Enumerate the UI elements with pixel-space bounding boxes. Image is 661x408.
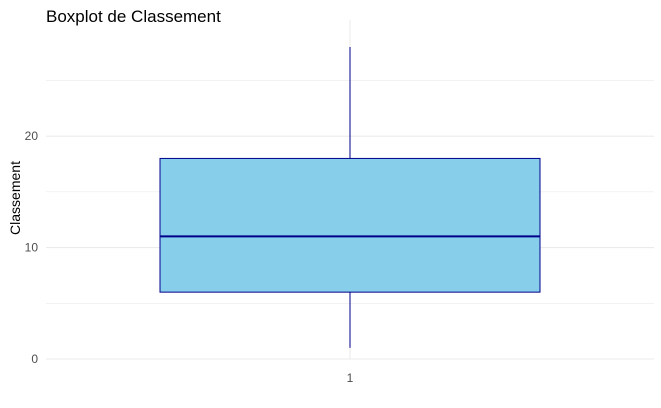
x-tick-label: 1 — [347, 371, 354, 385]
x-axis-ticks: 1 — [347, 371, 354, 385]
y-axis-ticks: 0 10 20 — [25, 129, 39, 366]
y-tick-label: 10 — [25, 241, 39, 255]
boxes — [159, 47, 541, 348]
y-axis-label: Classement — [7, 161, 23, 235]
y-tick-label: 0 — [31, 352, 38, 366]
chart-title: Boxplot de Classement — [46, 7, 221, 26]
y-tick-label: 20 — [25, 129, 39, 143]
box-iqr — [159, 157, 541, 293]
